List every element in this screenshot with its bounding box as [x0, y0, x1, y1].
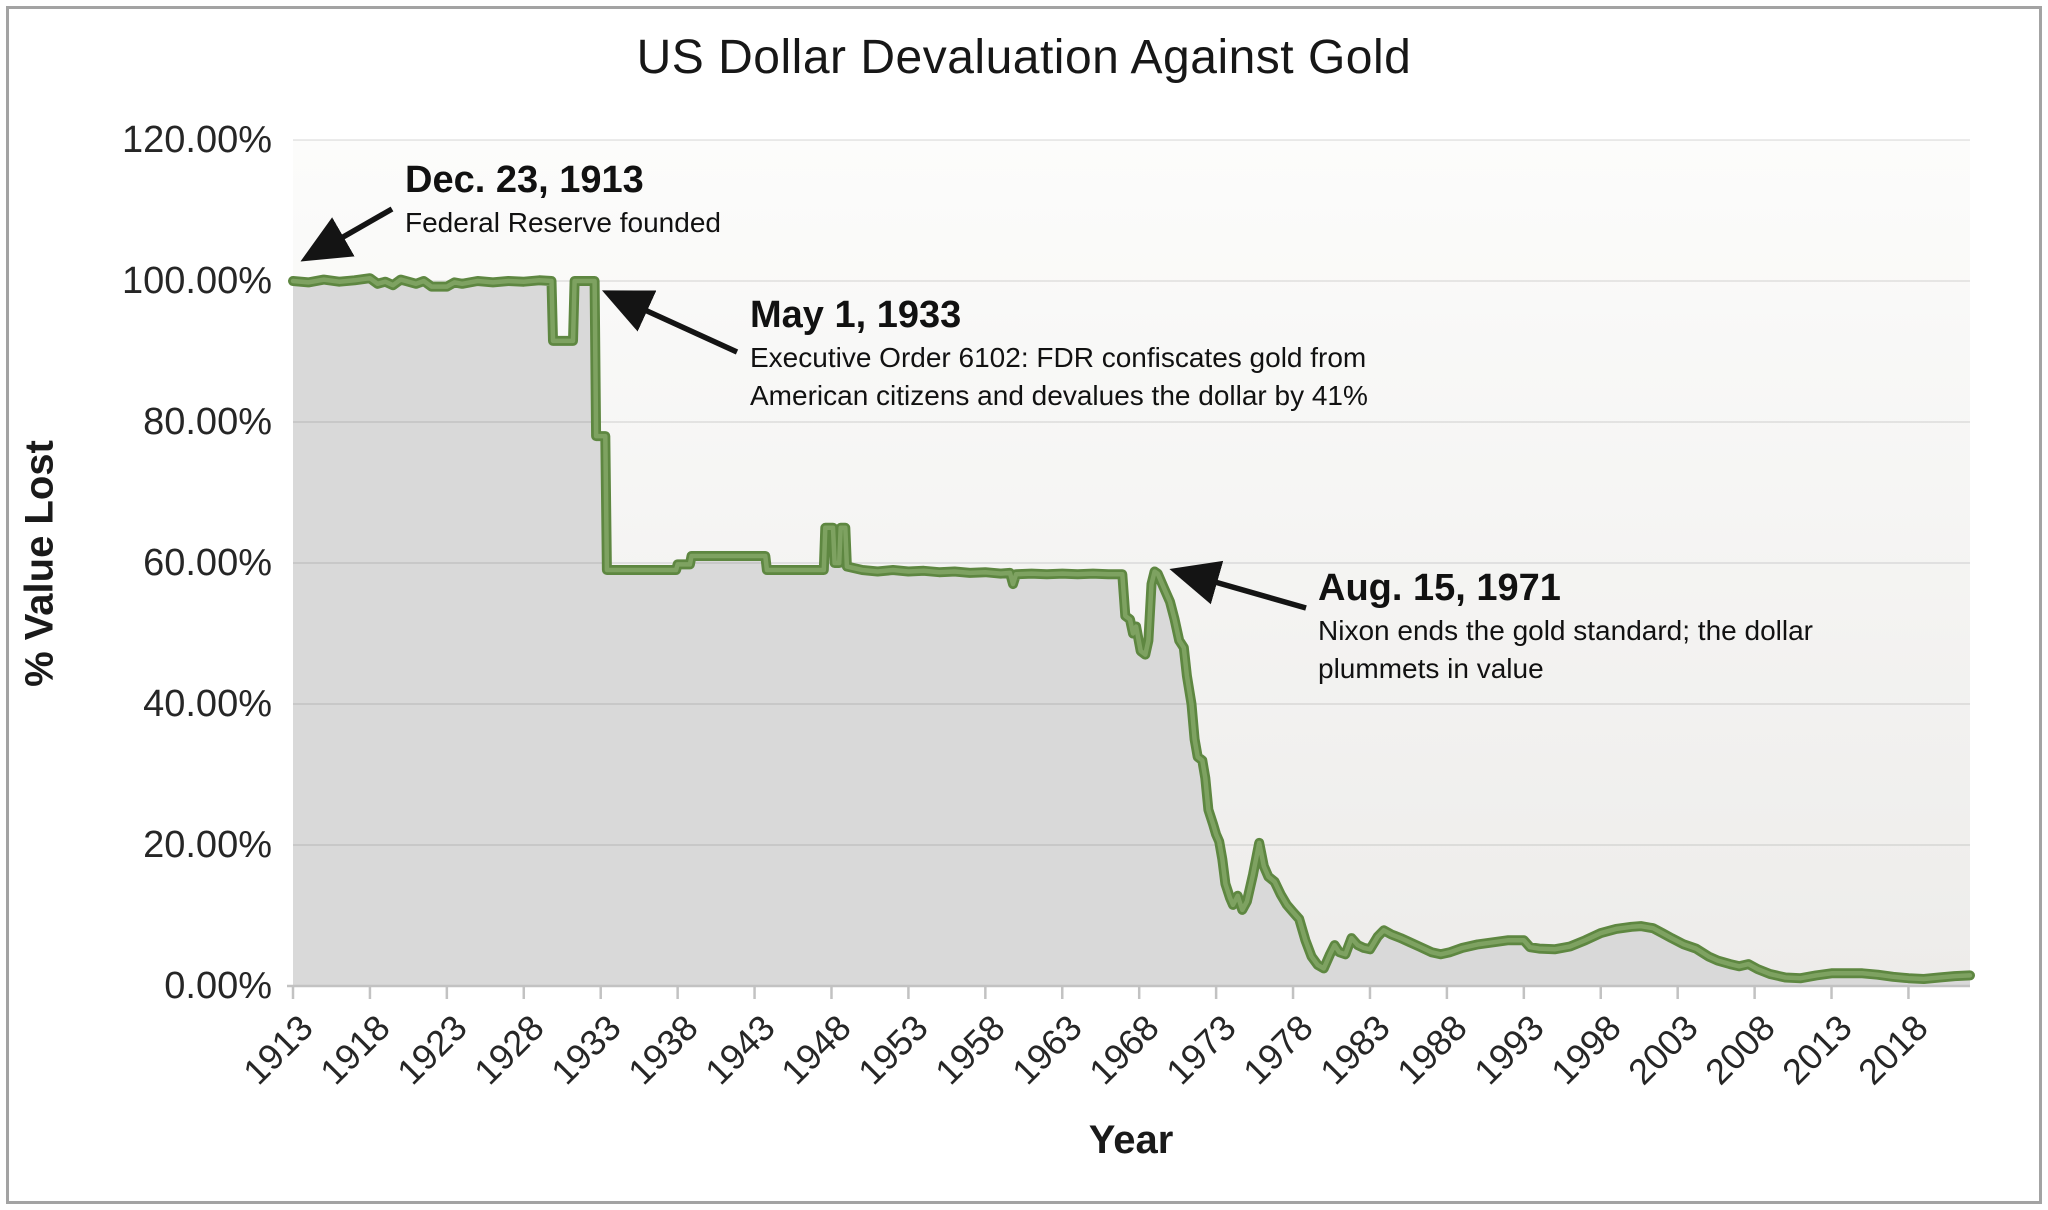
annotation-date: Dec. 23, 1913 [405, 159, 644, 201]
y-tick-label: 120.00% [121, 119, 272, 161]
annotation-text: Nixon ends the gold standard; the dollar [1318, 614, 1813, 646]
y-tick-label: 80.00% [143, 401, 272, 443]
annotation-text: plummets in value [1318, 652, 1544, 684]
annotation-arrow [601, 290, 739, 355]
y-tick-label: 40.00% [143, 683, 272, 725]
annotation: Dec. 23, 1913 Federal Reserve founded [405, 158, 721, 242]
y-tick-label: 20.00% [143, 824, 272, 866]
annotation-text: American citizens and devalues the dolla… [750, 379, 1368, 411]
y-tick-label: 60.00% [143, 542, 272, 584]
x-axis-title: Year [1088, 1118, 1174, 1162]
annotation-arrow [1169, 560, 1307, 611]
series-line-core [290, 275, 1973, 982]
chart-border [6, 6, 2042, 1204]
annotation-date: May 1, 1933 [750, 294, 962, 336]
chart-title: US Dollar Devaluation Against Gold [636, 31, 1412, 84]
annotation-text: Federal Reserve founded [405, 206, 721, 238]
annotation-arrow [300, 206, 394, 262]
annotation: May 1, 1933 Executive Order 6102: FDR con… [750, 293, 1368, 415]
annotation-date: Aug. 15, 1971 [1318, 567, 1561, 609]
annotation-text: Executive Order 6102: FDR confiscates go… [750, 341, 1367, 373]
y-tick-label: 0.00% [164, 965, 272, 1007]
y-tick-label: 100.00% [121, 260, 272, 302]
annotation: Aug. 15, 1971 Nixon ends the gold standar… [1318, 566, 1813, 688]
